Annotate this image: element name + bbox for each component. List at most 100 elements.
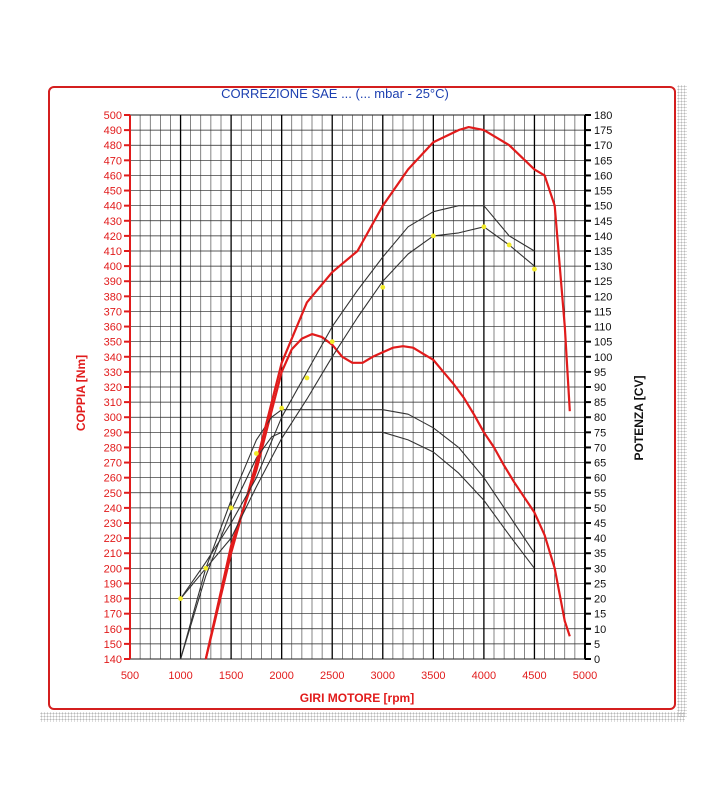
right-tick-label: 170 <box>594 140 612 152</box>
data-marker <box>228 505 234 511</box>
left-tick-label: 150 <box>104 639 122 651</box>
dotted-shadow-right <box>677 85 687 717</box>
left-tick-label: 160 <box>104 624 122 636</box>
left-tick-label: 390 <box>104 276 122 288</box>
left-tick-label: 400 <box>104 261 122 273</box>
right-tick-label: 20 <box>594 594 606 606</box>
right-tick-label: 115 <box>594 306 612 318</box>
right-tick-label: 145 <box>594 216 612 228</box>
right-tick-label: 120 <box>594 291 612 303</box>
right-tick-label: 160 <box>594 170 612 182</box>
x-tick-label: 3000 <box>371 670 395 682</box>
left-axis-title: COPPIA [Nm] <box>74 355 88 431</box>
right-tick-label: 175 <box>594 125 612 137</box>
left-tick-label: 300 <box>104 412 122 424</box>
right-tick-label: 30 <box>594 563 606 575</box>
x-tick-label: 2500 <box>320 670 344 682</box>
right-tick-label: 85 <box>594 397 606 409</box>
data-marker <box>329 339 335 345</box>
left-tick-label: 490 <box>104 125 122 137</box>
left-tick-label: 320 <box>104 382 122 394</box>
right-tick-label: 130 <box>594 261 612 273</box>
x-tick-label: 500 <box>121 670 139 682</box>
left-tick-label: 450 <box>104 186 122 198</box>
left-tick-label: 430 <box>104 216 122 228</box>
left-tick-label: 180 <box>104 594 122 606</box>
right-tick-label: 125 <box>594 276 612 288</box>
left-tick-label: 270 <box>104 458 122 470</box>
torque-curve-black-1 <box>180 409 535 660</box>
right-tick-label: 140 <box>594 231 612 243</box>
right-tick-label: 65 <box>594 458 606 470</box>
x-tick-label: 2000 <box>269 670 293 682</box>
left-tick-label: 210 <box>104 548 122 560</box>
x-tick-label: 1500 <box>219 670 243 682</box>
chart-frame: CORREZIONE SAE ... (... mbar - 25°C) 140… <box>48 86 676 710</box>
right-tick-label: 90 <box>594 382 606 394</box>
right-tick-label: 55 <box>594 488 606 500</box>
x-tick-label: 3500 <box>421 670 445 682</box>
right-axis-title: POTENZA [CV] <box>632 376 646 461</box>
torque-curve-black-2 <box>180 431 535 660</box>
left-tick-label: 360 <box>104 322 122 334</box>
right-tick-label: 45 <box>594 518 606 530</box>
right-tick-label: 150 <box>594 201 612 213</box>
right-tick-label: 60 <box>594 473 606 485</box>
left-tick-label: 190 <box>104 578 122 590</box>
left-tick-label: 370 <box>104 306 122 318</box>
right-tick-label: 0 <box>594 654 600 666</box>
right-tick-label: 110 <box>594 322 612 334</box>
data-marker <box>203 565 209 571</box>
dyno-chart: CORREZIONE SAE ... (... mbar - 25°C) 140… <box>74 88 646 705</box>
data-marker <box>430 233 436 239</box>
power-curve-red-3 <box>204 125 571 660</box>
left-tick-label: 310 <box>104 397 122 409</box>
bottom-axis-ticks: 500 1000 1500 2000 2500 3000 3500 4000 4500 5000 <box>121 670 597 682</box>
left-tick-label: 240 <box>104 503 122 515</box>
dotted-shadow-bottom <box>40 712 685 722</box>
left-tick-label: 260 <box>104 473 122 485</box>
series-layer <box>178 125 571 660</box>
torque-curve-red-0 <box>204 333 571 660</box>
data-marker <box>253 451 259 456</box>
left-tick-label: 200 <box>104 563 122 575</box>
data-marker <box>279 405 285 411</box>
left-tick-label: 420 <box>104 231 122 243</box>
left-tick-label: 500 <box>104 110 122 122</box>
power-curve-black-5 <box>180 226 535 599</box>
right-tick-label: 50 <box>594 503 606 515</box>
right-tick-label: 5 <box>594 639 600 651</box>
data-marker <box>380 284 386 290</box>
left-tick-label: 170 <box>104 609 122 621</box>
x-axis-title: GIRI MOTORE [rpm] <box>300 691 414 705</box>
right-tick-label: 180 <box>594 110 612 122</box>
right-axis-ticks: 0 5 10 15 20 25 30 35 40 45 50 55 60 65 70 75 80 85 90 95 10… <box>584 110 612 666</box>
x-tick-label: 5000 <box>573 670 597 682</box>
x-tick-label: 4000 <box>472 670 496 682</box>
right-tick-label: 135 <box>594 246 612 258</box>
right-tick-label: 25 <box>594 578 606 590</box>
right-tick-label: 105 <box>594 337 612 349</box>
data-marker <box>481 224 487 230</box>
data-marker <box>304 375 310 381</box>
left-tick-label: 410 <box>104 246 122 258</box>
right-tick-label: 100 <box>594 352 612 364</box>
data-marker <box>178 596 183 601</box>
left-tick-label: 280 <box>104 442 122 454</box>
left-tick-label: 470 <box>104 155 122 167</box>
power-curve-black-4 <box>180 205 535 599</box>
left-tick-label: 140 <box>104 654 122 666</box>
left-tick-label: 340 <box>104 352 122 364</box>
left-tick-label: 290 <box>104 427 122 439</box>
right-tick-label: 95 <box>594 367 606 379</box>
right-tick-label: 15 <box>594 609 606 621</box>
data-marker <box>532 266 537 272</box>
left-tick-label: 380 <box>104 291 122 303</box>
data-marker <box>506 242 512 248</box>
right-tick-label: 35 <box>594 548 606 560</box>
x-tick-label: 4500 <box>522 670 546 682</box>
right-tick-label: 40 <box>594 533 606 545</box>
left-tick-label: 480 <box>104 140 122 152</box>
left-tick-label: 350 <box>104 337 122 349</box>
right-tick-label: 70 <box>594 442 606 454</box>
